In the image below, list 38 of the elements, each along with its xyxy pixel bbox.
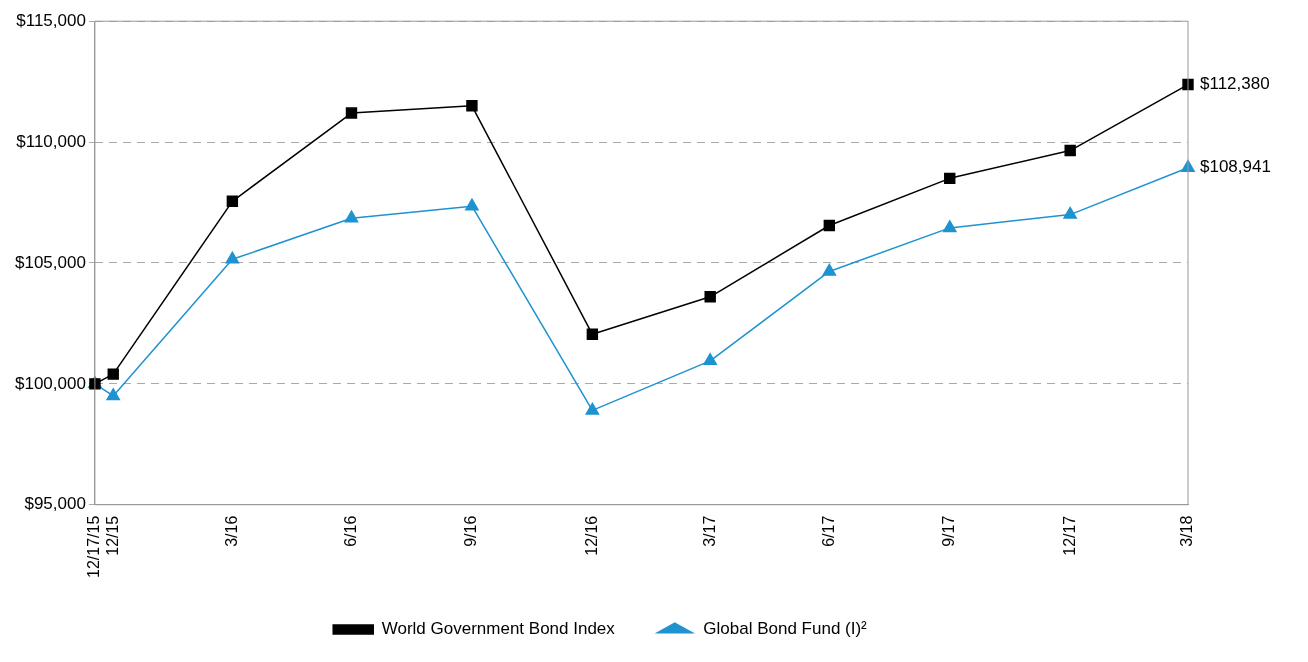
x-tick-label: 12/17 — [1060, 515, 1078, 556]
legend-label: World Government Bond Index — [381, 619, 616, 639]
x-tick-label: 3/16 — [222, 515, 240, 547]
point — [466, 100, 478, 112]
point — [585, 402, 600, 415]
point — [1064, 144, 1076, 157]
point — [1063, 206, 1077, 219]
data-label: $112,380 — [1200, 74, 1270, 94]
x-tick-label: 3/17 — [700, 515, 718, 547]
point — [106, 388, 121, 401]
point — [226, 195, 239, 208]
point — [345, 107, 358, 119]
point — [586, 328, 599, 340]
y-tick-label: $105,000 — [15, 252, 86, 272]
point — [944, 172, 956, 185]
point — [703, 353, 717, 366]
point — [107, 368, 119, 380]
point — [465, 198, 479, 211]
point — [225, 251, 240, 264]
x-tick-label: 3/18 — [1178, 515, 1196, 547]
y-tick-label: $115,000 — [16, 10, 86, 30]
point — [344, 210, 359, 223]
x-tick-label: 12/17/15 — [85, 515, 103, 578]
x-tick-label: 9/17 — [940, 515, 958, 547]
point — [822, 263, 837, 276]
point — [823, 219, 836, 232]
point — [704, 291, 716, 303]
y-tick-label: $95,000 — [24, 494, 86, 514]
point — [942, 220, 957, 233]
legend-label: Global Bond Fund (I)² — [703, 619, 868, 639]
y-tick-label: $100,000 — [15, 373, 86, 393]
x-tick-label: 6/16 — [341, 515, 359, 547]
data-label: $108,941 — [1200, 157, 1271, 177]
x-tick-label: 12/16 — [582, 515, 600, 556]
x-tick-label: 6/17 — [819, 515, 837, 547]
x-tick-label: 12/15 — [103, 515, 121, 556]
x-tick-label: 9/16 — [462, 515, 480, 547]
y-tick-label: $110,000 — [16, 131, 86, 151]
